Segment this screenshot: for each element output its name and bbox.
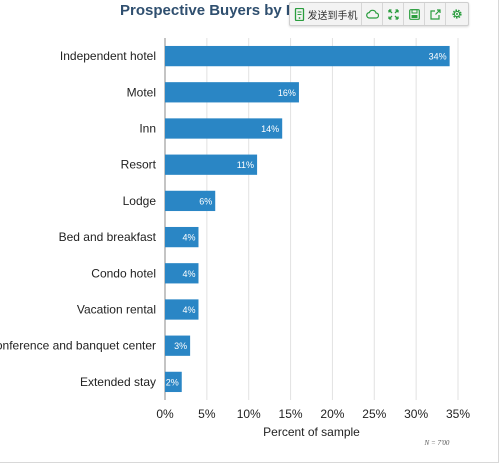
- category-label: Resort: [121, 158, 157, 172]
- chart-toolbar: 发送到手机: [289, 2, 469, 26]
- x-tick-label: 5%: [198, 407, 216, 421]
- category-label: Extended stay: [80, 375, 156, 389]
- data-label: 16%: [278, 88, 296, 98]
- x-tick-label: 10%: [237, 407, 261, 421]
- fullscreen-icon: [387, 8, 399, 20]
- sample-size-note: N = 7'00: [424, 439, 450, 447]
- bar: [165, 82, 299, 103]
- data-label: 3%: [174, 341, 187, 351]
- x-axis-title: Percent of sample: [263, 425, 360, 439]
- category-label: Bed and breakfast: [59, 230, 157, 244]
- data-label: 34%: [429, 52, 447, 62]
- category-label: Vacation rental: [77, 303, 156, 317]
- category-label: Inn: [139, 122, 156, 136]
- bar: [165, 263, 199, 284]
- data-label: 11%: [237, 160, 254, 170]
- x-tick-label: 20%: [320, 407, 344, 421]
- category-label: Motel: [127, 85, 156, 99]
- bar: [165, 335, 191, 356]
- share-button[interactable]: [425, 3, 446, 25]
- save-button[interactable]: [404, 3, 425, 25]
- bar: [165, 118, 283, 139]
- category-label: Lodge: [123, 194, 157, 208]
- data-label: 6%: [199, 196, 212, 206]
- bar: [165, 226, 199, 248]
- data-label: 4%: [182, 233, 195, 243]
- data-label: 4%: [182, 305, 195, 315]
- bar: [165, 154, 258, 175]
- bar: [165, 190, 216, 212]
- x-tick-label: 25%: [362, 407, 386, 421]
- data-label: 2%: [166, 377, 179, 387]
- category-label: Condo hotel: [91, 266, 156, 280]
- bar: [165, 299, 199, 320]
- x-tick-label: 35%: [446, 407, 470, 421]
- chart-title: Prospective Buyers by Prop: [120, 2, 321, 19]
- share-icon: [429, 8, 441, 20]
- settings-icon: [451, 8, 463, 20]
- settings-button[interactable]: [446, 3, 467, 25]
- x-tick-label: 15%: [279, 407, 303, 421]
- cloud-button[interactable]: [362, 3, 383, 25]
- cloud-icon: [365, 9, 379, 19]
- phone-send-icon: [294, 7, 305, 21]
- fullscreen-button[interactable]: [383, 3, 404, 25]
- send-to-phone-button[interactable]: 发送到手机: [290, 3, 362, 25]
- x-tick-label: 30%: [404, 407, 428, 421]
- category-label: Independent hotel: [60, 49, 156, 63]
- save-icon: [408, 8, 420, 20]
- category-label: Conference and banquet center: [0, 339, 156, 353]
- data-label: 14%: [261, 124, 279, 134]
- bar: [165, 45, 450, 67]
- bar: [165, 371, 182, 393]
- x-tick-label: 0%: [156, 407, 174, 421]
- send-to-phone-label: 发送到手机: [307, 10, 358, 22]
- data-label: 4%: [182, 269, 195, 279]
